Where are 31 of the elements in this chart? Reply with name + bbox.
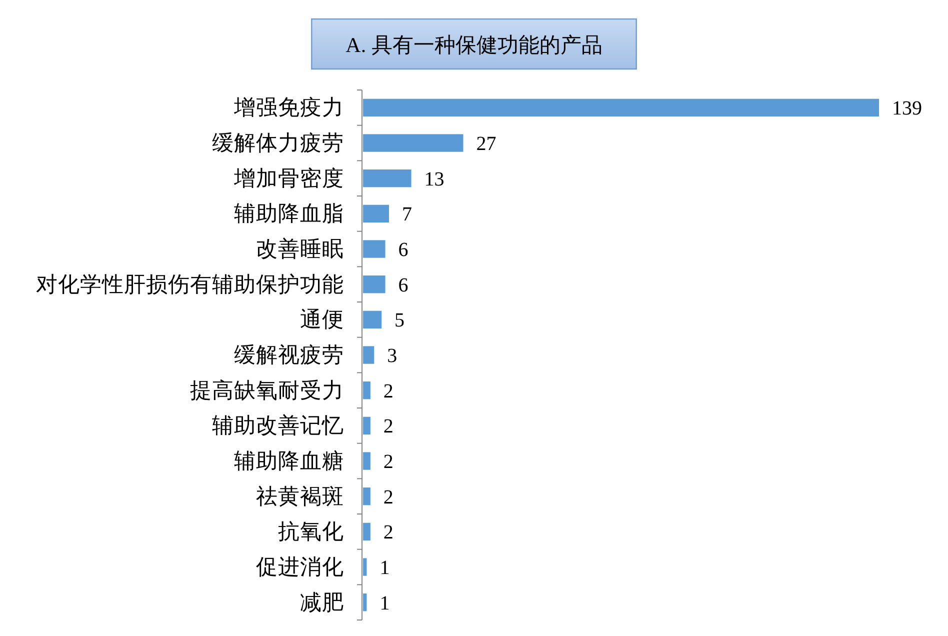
data-label: 2 bbox=[383, 486, 394, 508]
y-tick-label: 辅助改善记忆 bbox=[212, 414, 344, 438]
y-tick-label: 对化学性肝损伤有辅助保护功能 bbox=[36, 272, 344, 296]
data-label: 13 bbox=[424, 168, 444, 190]
y-tick-label: 缓解视疲劳 bbox=[234, 343, 344, 367]
data-label: 139 bbox=[892, 98, 922, 120]
y-tick-label: 提高缺氧耐受力 bbox=[190, 378, 344, 402]
y-tick-label: 促进消化 bbox=[256, 555, 344, 579]
y-tick-label: 增强免疫力 bbox=[233, 96, 344, 120]
y-tick-label: 改善睡眠 bbox=[256, 237, 344, 261]
y-tick-label: 减肥 bbox=[300, 590, 344, 614]
data-label: 2 bbox=[383, 451, 394, 473]
data-label: 6 bbox=[398, 239, 408, 261]
y-tick-label: 缓解体力疲劳 bbox=[212, 131, 344, 155]
data-label: 2 bbox=[383, 380, 394, 402]
y-tick-label: 辅助降血脂 bbox=[234, 202, 344, 226]
data-label: 1 bbox=[380, 557, 390, 579]
y-tick-label: 祛黄褐斑 bbox=[256, 484, 344, 508]
y-tick-label: 增加骨密度 bbox=[233, 166, 344, 190]
y-tick-label: 辅助降血糖 bbox=[234, 449, 344, 473]
data-label: 2 bbox=[383, 522, 394, 544]
data-label: 2 bbox=[383, 416, 394, 438]
data-label: 7 bbox=[402, 204, 412, 226]
y-tick-label: 抗氧化 bbox=[278, 520, 344, 544]
data-label: 27 bbox=[476, 133, 496, 155]
y-tick-label: 通便 bbox=[300, 308, 344, 332]
data-label: 5 bbox=[394, 310, 405, 332]
data-label: 3 bbox=[387, 345, 398, 367]
chart-title: A. 具有一种保健功能的产品 bbox=[346, 33, 602, 57]
data-label: 1 bbox=[380, 592, 390, 614]
data-label: 6 bbox=[398, 274, 408, 296]
